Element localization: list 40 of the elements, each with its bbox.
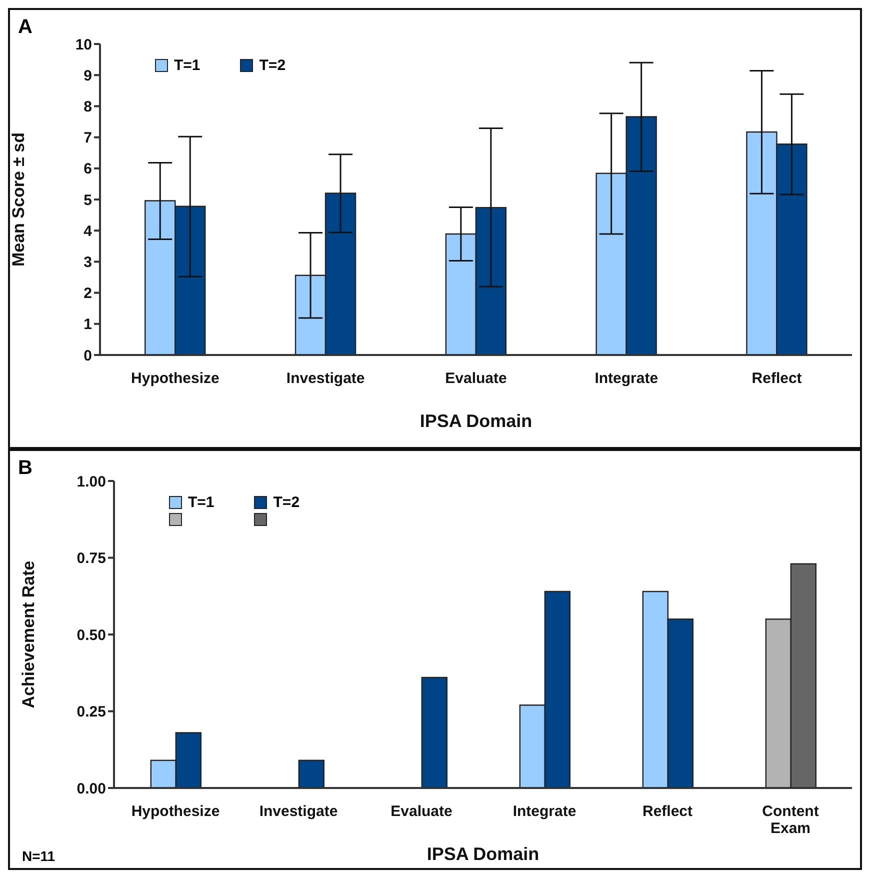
text: A	[18, 16, 32, 39]
x-axis-title: IPSA Domain	[420, 411, 532, 431]
x-tick-label: Integrate	[512, 803, 576, 820]
y-tick-label: 0.75	[76, 550, 106, 568]
y-tick-label: 9	[84, 67, 92, 84]
y-tick-label: 3	[84, 254, 92, 272]
y-tick-label: 0.25	[76, 704, 106, 721]
x-tick-label: Reflect	[752, 370, 802, 387]
bar	[421, 676, 448, 788]
legend-label: T=1	[188, 494, 214, 511]
x-tick-label: Reflect	[642, 803, 693, 820]
y-tick-label: 6	[84, 160, 92, 178]
y-tick-label: 0	[84, 347, 92, 364]
x-tick-label: Hypothesize	[131, 370, 220, 387]
x-tick-label: Evaluate	[390, 803, 452, 820]
x-tick-label: Investigate	[259, 803, 338, 820]
text: N=11	[22, 848, 56, 864]
y-axis-title: Mean Score ± sd	[9, 132, 28, 267]
x-tick-label: Evaluate	[445, 370, 507, 387]
text: B	[18, 457, 32, 480]
y-tick-label: 4	[84, 222, 93, 240]
x-tick-label: Content Exam	[762, 803, 819, 837]
legend-label: T=2	[273, 494, 300, 511]
y-tick-label: 10	[75, 36, 92, 54]
y-tick-label: 0.00	[76, 780, 106, 798]
y-axis-title: Achievement Rate	[19, 560, 38, 708]
y-tick-label: 8	[84, 98, 92, 116]
x-tick-label: Integrate	[594, 370, 658, 387]
y-tick-label: 7	[84, 130, 92, 147]
legend-label: T=2	[259, 57, 286, 74]
bar	[298, 760, 324, 788]
legend-label: T=1	[174, 57, 200, 74]
y-tick-label: 0.50	[76, 626, 106, 644]
x-tick-label: Hypothesize	[131, 803, 220, 820]
y-tick-label: 1.00	[76, 473, 106, 490]
y-tick-label: 5	[84, 192, 92, 209]
y-tick-label: 2	[84, 285, 92, 302]
x-axis-title: IPSA Domain	[426, 844, 540, 864]
y-tick-label: 1	[84, 316, 92, 334]
x-tick-label: Investigate	[286, 370, 365, 387]
